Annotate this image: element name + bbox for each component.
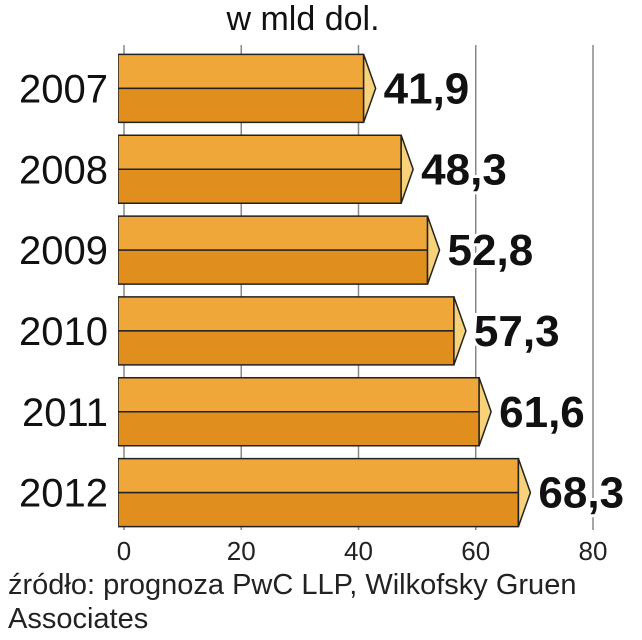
year-label-2007: 2007 (19, 67, 108, 111)
value-label-2011: 61,6 (499, 388, 585, 437)
bar-edge (115, 51, 118, 126)
bar-end-cap (362, 54, 377, 123)
bar-bottom-face (117, 411, 480, 447)
bar-2007 (115, 51, 377, 126)
bar-top-face (117, 53, 365, 90)
bar-top-face (117, 457, 520, 494)
year-label-2012: 2012 (19, 472, 108, 516)
value-label-2012: 68,3 (538, 469, 624, 518)
value-label-2010: 57,3 (474, 307, 560, 356)
bar-bottom-face (117, 168, 402, 204)
bars (115, 51, 532, 530)
bar-end-cap (517, 458, 532, 527)
bar-end-cap (478, 377, 492, 446)
bar-top-face (117, 215, 429, 251)
bar-2009 (115, 213, 441, 288)
grid-lines (123, 45, 594, 530)
source-note: źródło: prognoza PwC LLP, Wilkofsky Grue… (8, 569, 577, 635)
bar-2011 (115, 374, 492, 449)
year-labels: 2007 2008 2009 2010 2011 2012 (19, 67, 108, 515)
bar-bottom-face (117, 491, 520, 528)
bar-edge (115, 293, 118, 368)
x-tick-label-60: 60 (461, 536, 490, 565)
bar-end-cap (426, 215, 441, 285)
unit-label: w mld dol. (225, 0, 379, 38)
x-tick-label-0: 0 (117, 536, 131, 565)
bar-end-cap (453, 296, 467, 366)
bar-edge (115, 213, 118, 288)
bar-edge (115, 455, 118, 530)
x-tick-label-20: 20 (227, 536, 256, 565)
bar-top-face (117, 296, 455, 332)
value-label-2008: 48,3 (421, 145, 507, 194)
bar-bottom-face (117, 87, 365, 124)
year-label-2010: 2010 (19, 310, 108, 354)
year-label-2008: 2008 (19, 148, 108, 192)
value-label-2009: 52,8 (448, 226, 534, 275)
bar-2008 (115, 132, 414, 207)
bar-top-face (117, 134, 402, 170)
x-axis-ticks: 0 20 40 60 80 (117, 536, 608, 565)
bar-2012 (115, 455, 532, 530)
bar-bottom-face (117, 249, 429, 285)
value-label-2007: 41,9 (384, 64, 470, 113)
bar-chart: w mld dol. 2007 2008 2009 2010 2011 2012 41,9… (19, 0, 627, 565)
year-label-2011: 2011 (22, 391, 108, 435)
bar-bottom-face (117, 330, 455, 366)
bar-2010 (115, 293, 467, 368)
bar-edge (115, 374, 118, 449)
x-tick-label-80: 80 (579, 536, 608, 565)
bar-edge (115, 132, 118, 207)
value-labels: 41,9 48,3 52,8 57,3 61,6 68,3 (381, 61, 627, 520)
year-label-2009: 2009 (19, 229, 108, 273)
bar-top-face (117, 377, 480, 413)
x-tick-label-40: 40 (344, 536, 373, 565)
bar-end-cap (400, 135, 414, 204)
